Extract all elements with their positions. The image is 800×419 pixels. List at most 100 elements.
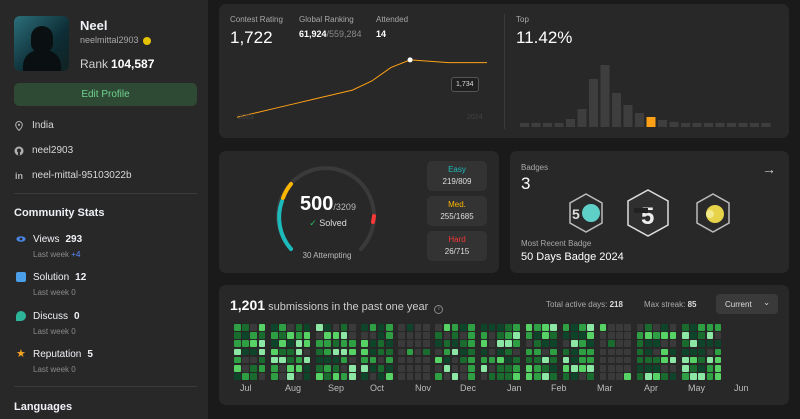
hard-stat[interactable]: Hard 26/715 (427, 231, 487, 261)
heatmap-cell (468, 356, 475, 364)
location-row: India (14, 120, 54, 131)
global-ranking-value: 61,924/559,284 (299, 29, 362, 39)
solved-count: 500/3209 (300, 193, 356, 215)
histogram-bar (692, 123, 702, 127)
heatmap-cell (653, 365, 660, 372)
heatmap-cell (624, 348, 631, 356)
heatmap-cell (435, 332, 442, 339)
heatmap-cell (340, 373, 348, 380)
top-label: Top (516, 15, 529, 24)
heatmap-cell (386, 373, 393, 380)
arrow-right-icon[interactable]: → (762, 161, 776, 177)
avatar[interactable] (14, 16, 69, 71)
linkedin-row[interactable]: in neel-mittal-95103022b (15, 170, 132, 181)
heatmap-cell (690, 332, 697, 339)
solved-progress-ring[interactable] (271, 159, 381, 269)
heatmap-cell (303, 356, 311, 364)
easy-stat[interactable]: Easy 219/809 (427, 161, 487, 191)
heatmap-cell (513, 373, 520, 380)
heatmap-cell (242, 356, 249, 364)
heatmap-cell (690, 373, 697, 380)
heatmap-cell (645, 356, 652, 364)
badge-icon (142, 36, 151, 45)
heatmap-cell (250, 365, 257, 372)
heatmap-cell (443, 324, 451, 331)
edit-profile-button[interactable]: Edit Profile (14, 83, 197, 106)
heatmap-cell (361, 373, 368, 380)
rating-highlight-point[interactable] (407, 57, 413, 63)
heatmap-cell (624, 365, 631, 372)
linkedin-icon: in (15, 170, 23, 181)
heatmap-cell (669, 324, 677, 331)
heatmap-cell (682, 373, 689, 380)
heatmap-cell (616, 324, 623, 331)
heatmap-cell (287, 340, 294, 347)
heatmap-cell (271, 332, 278, 339)
medium-stat[interactable]: Med. 255/1685 (427, 196, 487, 226)
heatmap-cell (443, 340, 451, 347)
badge-50-days-2024-icon[interactable]: 5 (626, 189, 670, 237)
badge-annual-icon[interactable] (695, 193, 731, 233)
heatmap-cell (386, 340, 393, 347)
heatmap-cell (250, 348, 257, 356)
heatmap-cell (698, 356, 705, 364)
badges-card: Badges 3 → 5 5 Most Recent Badge 50 Days… (510, 151, 789, 273)
heatmap-cell (258, 348, 266, 356)
heatmap-cell (636, 332, 644, 339)
heatmap-cell (690, 324, 697, 331)
top-value: 11.42% (516, 28, 573, 47)
top-histogram[interactable] (516, 59, 781, 129)
heatmap-cell (287, 365, 294, 372)
heatmap-cell (316, 332, 323, 339)
heatmap-cell (386, 365, 393, 372)
year-select-dropdown[interactable]: Current ⌄ (716, 294, 778, 314)
info-icon[interactable]: i (434, 305, 444, 314)
heatmap-cell (653, 332, 660, 339)
stat-reputation: ★ Reputation 5 Last week 0 (16, 348, 93, 374)
heatmap-cell (480, 348, 488, 356)
heatmap-cell (287, 356, 294, 364)
month-label: Aug (285, 383, 302, 393)
svg-text:5: 5 (572, 206, 580, 222)
submission-heatmap[interactable] (234, 324, 779, 381)
heatmap-cell (534, 324, 541, 331)
heatmap-cell (534, 348, 541, 356)
heatmap-cell (242, 365, 249, 372)
heatmap-cell (542, 340, 549, 347)
heatmap-cell (571, 373, 578, 380)
heatmap-cell (505, 348, 512, 356)
heatmap-cell (271, 356, 278, 364)
heatmap-cell (242, 324, 249, 331)
heatmap-cell (332, 324, 340, 331)
heatmap-cell (234, 365, 241, 372)
histogram-bar (589, 79, 598, 127)
heatmap-cell (661, 332, 668, 339)
chevron-down-icon: ⌄ (763, 298, 770, 307)
heatmap-cell (571, 340, 578, 347)
heatmap-cell (669, 348, 677, 356)
heatmap-cell (423, 356, 430, 364)
heatmap-cell (624, 340, 631, 347)
global-ranking-label: Global Ranking (299, 15, 354, 24)
heatmap-cell (645, 340, 652, 347)
histogram-bar (738, 123, 748, 127)
heatmap-cell (250, 332, 257, 339)
rating-line-chart[interactable] (229, 44, 499, 134)
heatmap-cell (349, 356, 356, 364)
github-row[interactable]: neel2903 (14, 145, 73, 156)
heatmap-cell (406, 348, 414, 356)
heatmap-cell (562, 340, 570, 347)
heatmap-cell (303, 324, 311, 331)
heatmap-cell (497, 373, 504, 380)
heatmap-cell (242, 340, 249, 347)
heatmap-cell (480, 324, 488, 331)
badge-50-days-icon[interactable]: 5 (568, 193, 604, 233)
badges-label: Badges (521, 163, 549, 172)
heatmap-cell (599, 356, 607, 364)
heatmap-cell (406, 332, 414, 339)
rating-tooltip: 1,734 (451, 77, 479, 92)
heatmap-cell (636, 324, 644, 331)
month-label: Dec (460, 383, 477, 393)
heatmap-cell (624, 356, 631, 364)
heatmap-cell (608, 365, 615, 372)
